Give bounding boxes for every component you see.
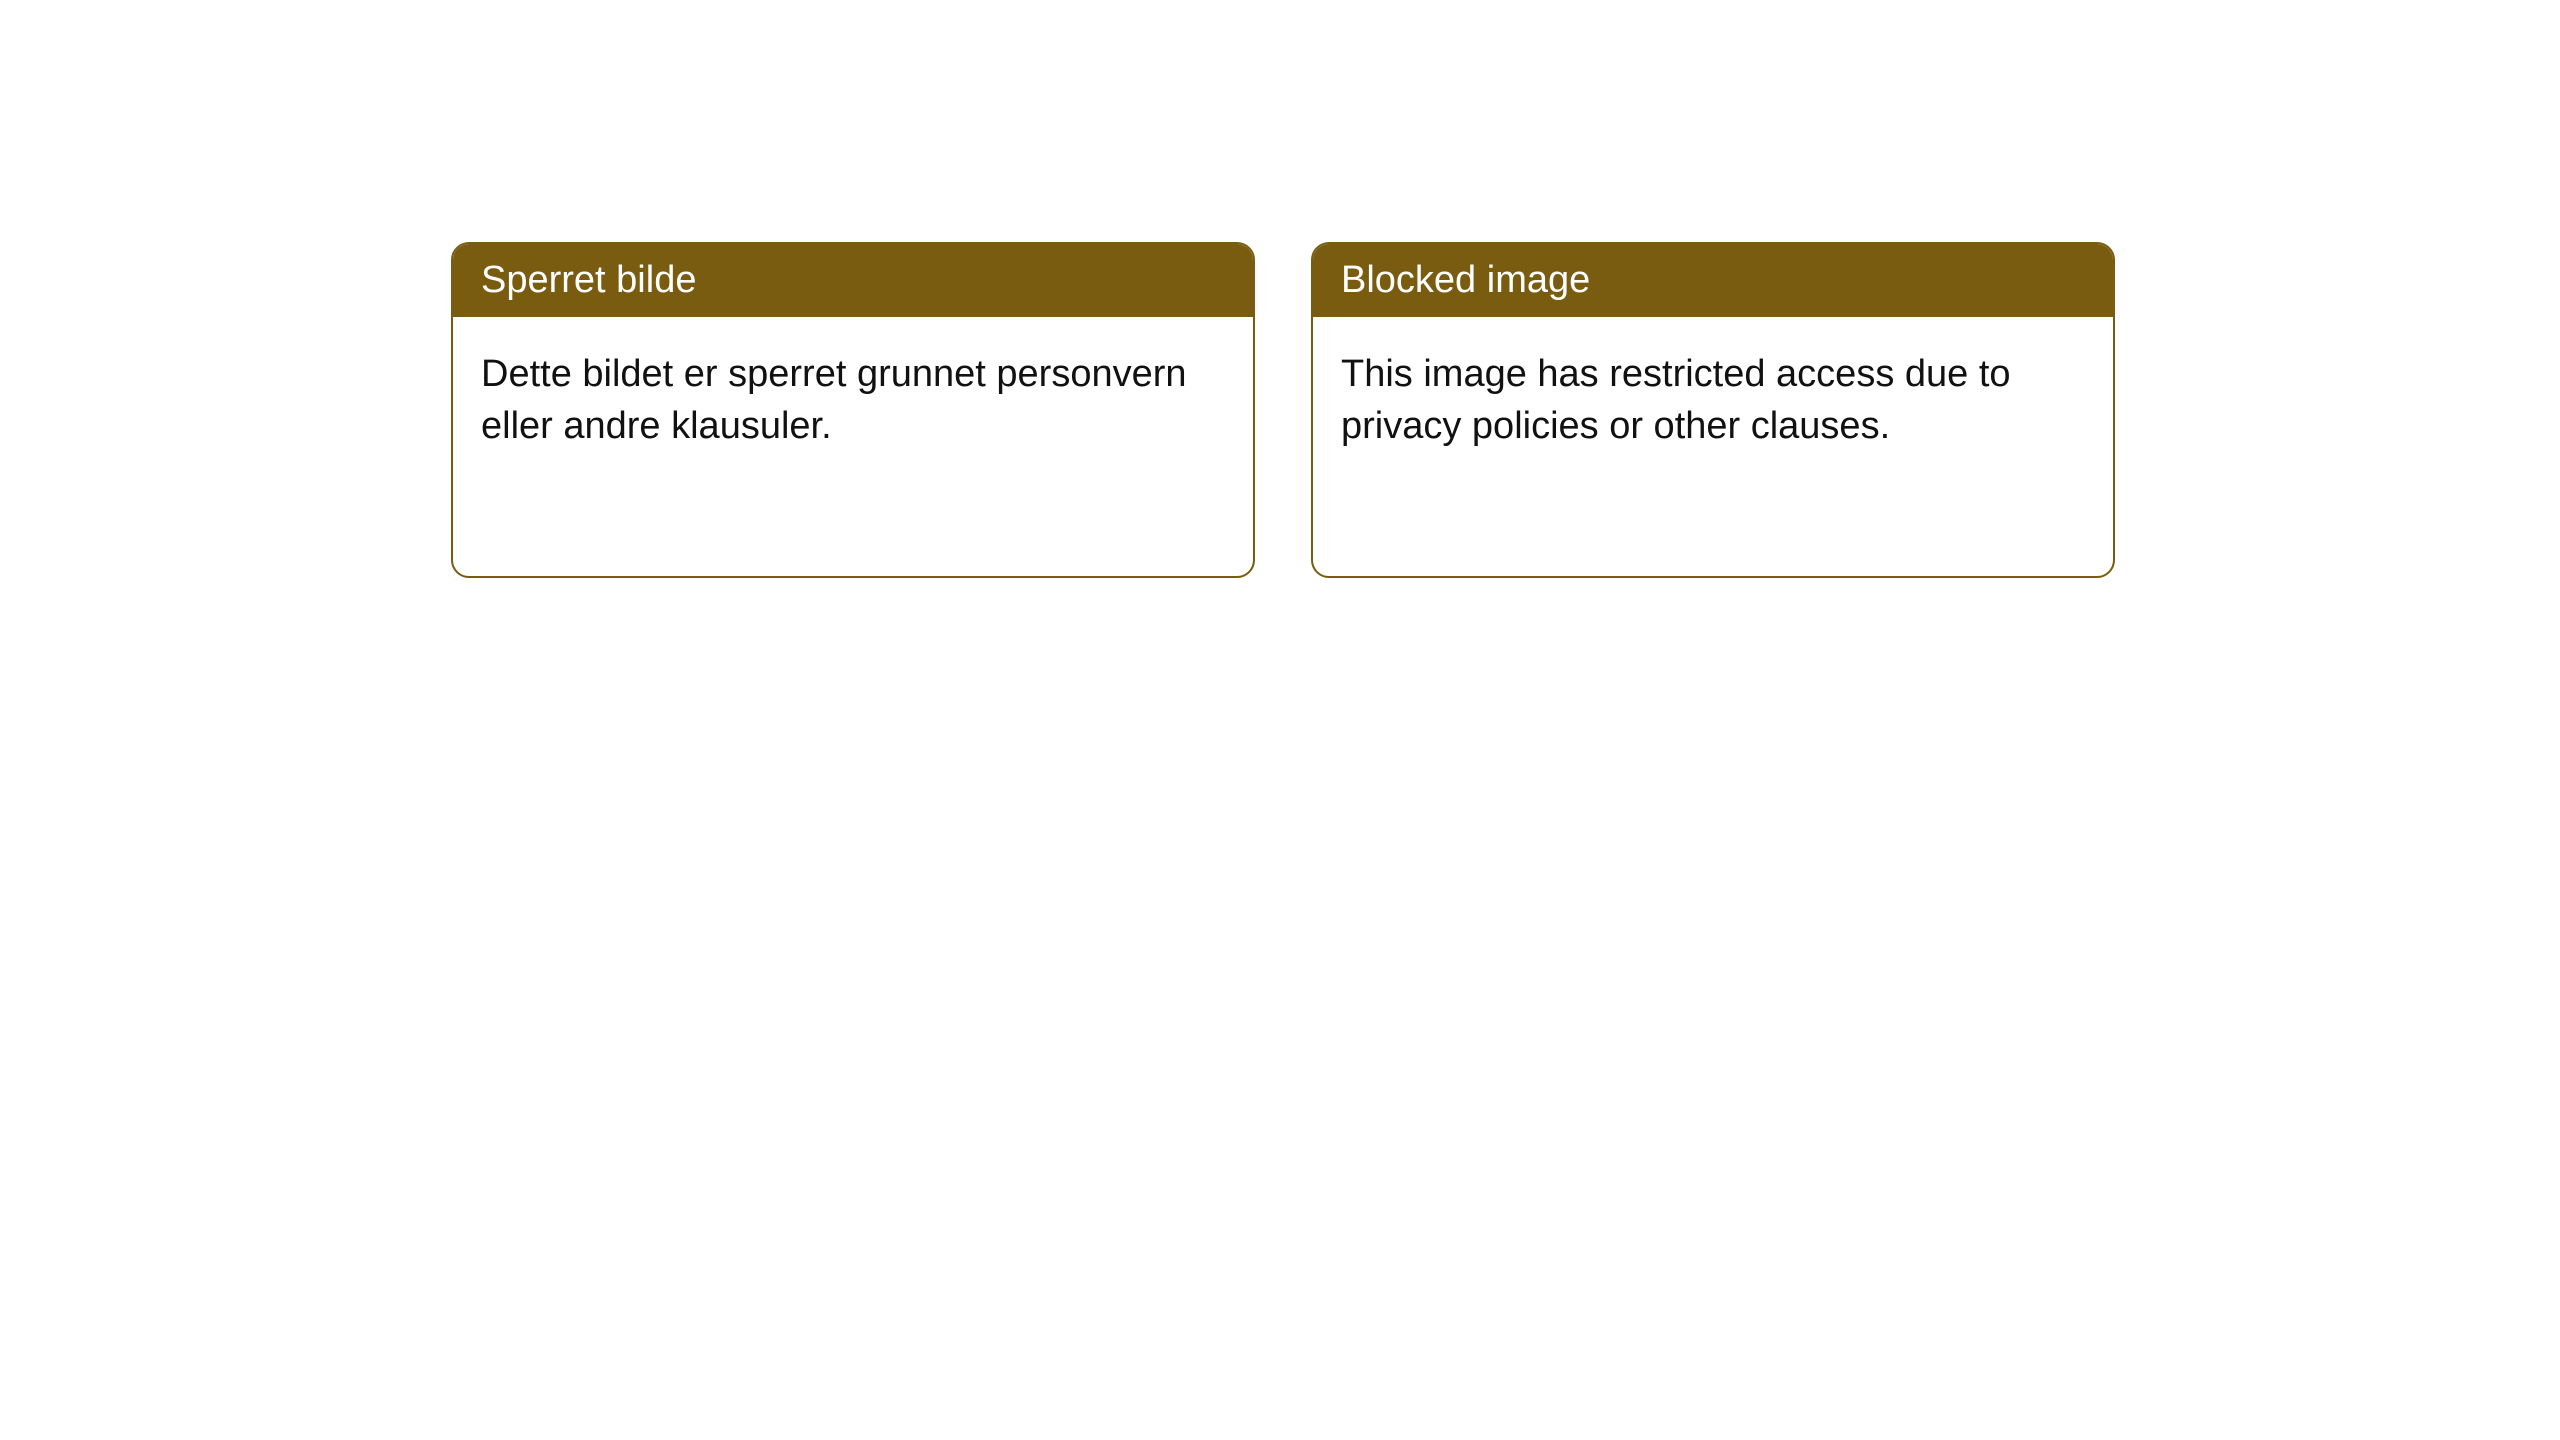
- card-header: Blocked image: [1313, 244, 2113, 317]
- notice-card-english: Blocked image This image has restricted …: [1311, 242, 2115, 578]
- card-body: Dette bildet er sperret grunnet personve…: [453, 317, 1253, 484]
- card-header: Sperret bilde: [453, 244, 1253, 317]
- card-message: Dette bildet er sperret grunnet personve…: [481, 353, 1187, 447]
- card-title: Sperret bilde: [481, 259, 696, 301]
- notice-container: Sperret bilde Dette bildet er sperret gr…: [0, 0, 2560, 578]
- card-message: This image has restricted access due to …: [1341, 353, 2011, 447]
- card-title: Blocked image: [1341, 259, 1590, 301]
- card-body: This image has restricted access due to …: [1313, 317, 2113, 484]
- notice-card-norwegian: Sperret bilde Dette bildet er sperret gr…: [451, 242, 1255, 578]
